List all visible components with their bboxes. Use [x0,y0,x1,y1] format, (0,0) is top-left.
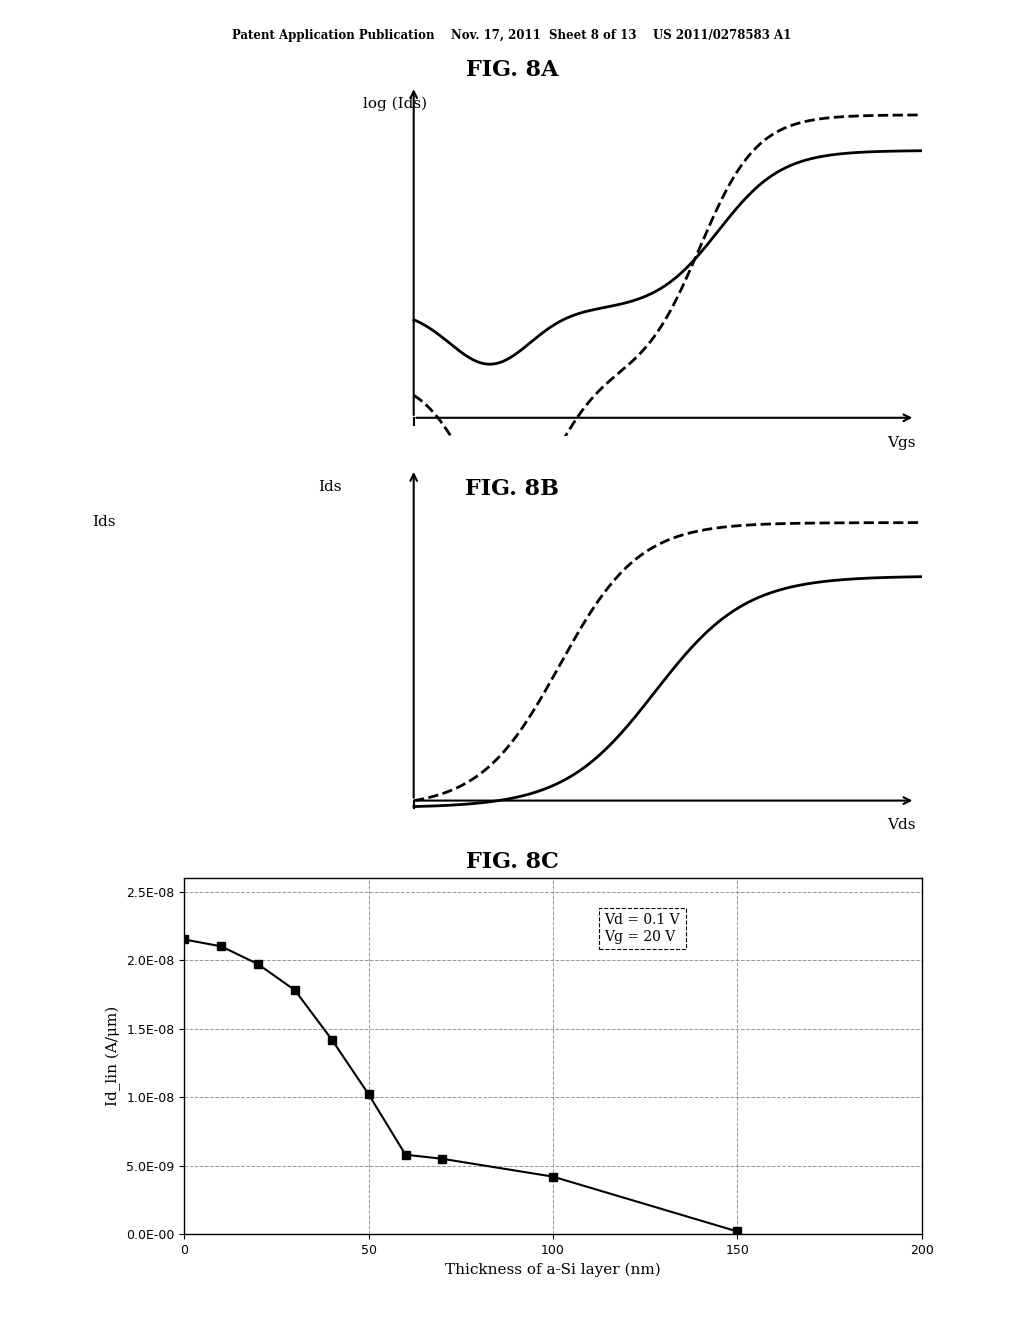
Text: Ids: Ids [92,515,116,529]
Text: Ids: Ids [318,479,342,494]
X-axis label: Thickness of a-Si layer (nm): Thickness of a-Si layer (nm) [445,1262,660,1276]
Text: Vd = 0.1 V
Vg = 20 V: Vd = 0.1 V Vg = 20 V [604,913,680,944]
Text: Patent Application Publication    Nov. 17, 2011  Sheet 8 of 13    US 2011/027858: Patent Application Publication Nov. 17, … [232,29,792,42]
Text: FIG. 8B: FIG. 8B [465,478,559,500]
Text: FIG. 8A: FIG. 8A [466,59,558,82]
Text: Vgs: Vgs [887,436,915,450]
Text: Vds: Vds [887,818,915,833]
Text: FIG. 8C: FIG. 8C [466,851,558,874]
Text: log (Ids): log (Ids) [362,96,427,111]
Y-axis label: Id_lin (A/μm): Id_lin (A/μm) [105,1006,121,1106]
